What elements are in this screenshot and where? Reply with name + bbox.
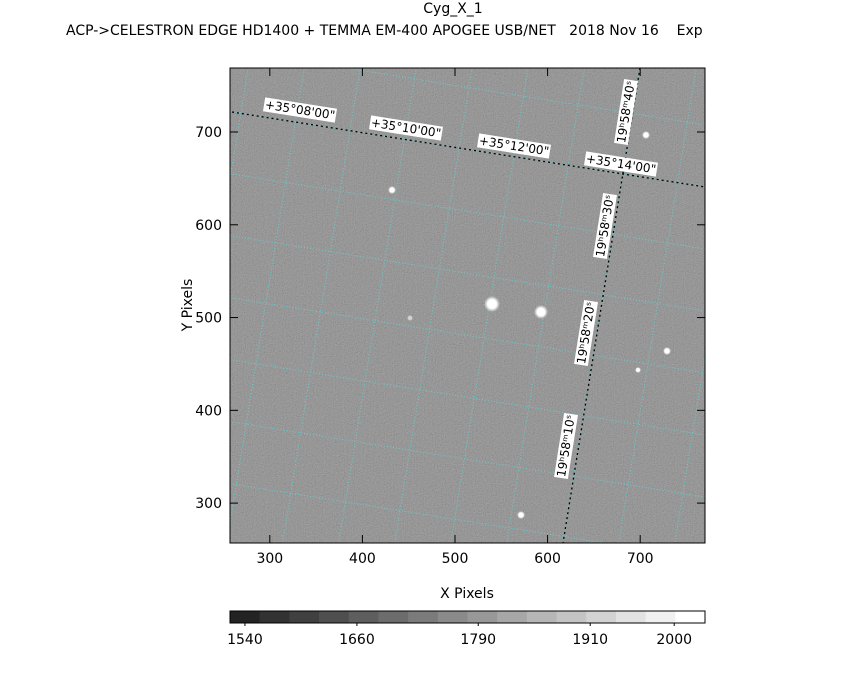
ra-grid-line — [723, 20, 816, 590]
colorbar-step — [348, 611, 379, 623]
colorbar-step — [437, 611, 468, 623]
colorbar-step — [645, 611, 676, 623]
star — [484, 296, 500, 312]
image: +35°08'00"+35°10'00"+35°12'00"+35°14'00"… — [230, 20, 850, 590]
star — [517, 511, 525, 519]
star — [642, 131, 650, 139]
y-tick-label: 400 — [195, 403, 222, 419]
colorbar-step — [319, 611, 350, 623]
plot-frame — [229, 67, 706, 544]
colorbar-step — [230, 611, 261, 623]
y-tick-label: 500 — [195, 311, 222, 327]
x-tick-label: 500 — [442, 551, 469, 567]
colorbar-step — [586, 611, 617, 623]
colorbar-tick-label: 2000 — [656, 632, 692, 648]
colorbar-tick-label: 1660 — [339, 632, 375, 648]
ra-grid-line — [506, 68, 585, 543]
ra-label-background — [593, 192, 617, 260]
x-tick-label: 700 — [627, 551, 654, 567]
star — [663, 347, 671, 355]
x-tick-label: 300 — [256, 551, 283, 567]
ra-grid-line — [779, 20, 850, 590]
ra-grid-line — [282, 68, 361, 543]
star — [388, 186, 396, 194]
ra-label-background — [574, 299, 598, 367]
x-tick-label: 400 — [349, 551, 376, 567]
ra-label-background — [554, 412, 578, 480]
colorbar-step — [556, 611, 587, 623]
ra-label-background — [614, 78, 638, 146]
y-tick-label: 600 — [195, 218, 222, 234]
colorbar-step — [497, 611, 528, 623]
colorbar-step — [467, 611, 498, 623]
ra-grid-line — [618, 68, 697, 543]
star — [407, 315, 413, 321]
star — [534, 305, 548, 319]
chart-title: Cyg_X_1 — [423, 1, 482, 17]
dec-label-background — [369, 115, 443, 141]
y-tick-label: 700 — [195, 125, 222, 141]
ra-grid-line — [394, 68, 473, 543]
colorbar-step — [526, 611, 558, 623]
dec-label-background — [584, 151, 658, 177]
chart-subtitle: ACP->CELESTRON EDGE HD1400 + TEMMA EM-40… — [66, 23, 703, 39]
colorbar-step — [408, 611, 439, 623]
colorbar-step — [615, 611, 647, 623]
colorbar-step — [378, 611, 409, 623]
ra-line — [562, 68, 641, 543]
colorbar-tick-label: 1910 — [572, 632, 608, 648]
image-noise — [230, 68, 705, 543]
x-axis-label: X Pixels — [440, 586, 494, 602]
colorbar-tick-label: 1790 — [460, 632, 496, 648]
star — [635, 367, 641, 373]
dec-label-background — [477, 133, 551, 159]
colorbar-step — [259, 611, 290, 623]
x-tick-label: 600 — [534, 551, 561, 567]
colorbar-step — [289, 611, 320, 623]
ra-grid-line — [338, 68, 417, 543]
stars — [388, 131, 671, 519]
y-axis-label: Y Pixels — [180, 279, 196, 333]
colorbar: 1540 1660 1790 1910 2000 — [227, 611, 706, 648]
colorbar-step — [675, 611, 706, 623]
colorbar-tick-label: 1540 — [227, 632, 263, 648]
colorbar-frame — [229, 610, 706, 624]
ra-grid-line — [230, 68, 249, 183]
y-tick-label: 300 — [195, 496, 222, 512]
dec-label-background — [263, 97, 337, 123]
